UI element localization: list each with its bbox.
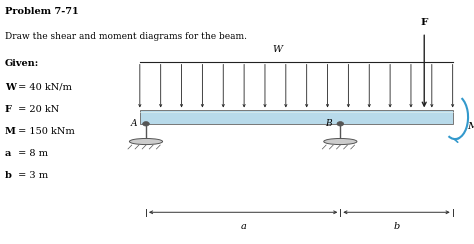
Text: W: W bbox=[273, 45, 283, 54]
Text: A: A bbox=[131, 119, 137, 128]
Text: B: B bbox=[325, 119, 332, 128]
Text: Problem 7-71: Problem 7-71 bbox=[5, 7, 78, 16]
Ellipse shape bbox=[143, 122, 149, 126]
Ellipse shape bbox=[129, 139, 163, 144]
Text: = 150 kNm: = 150 kNm bbox=[15, 127, 75, 136]
Text: Draw the shear and moment diagrams for the beam.: Draw the shear and moment diagrams for t… bbox=[5, 32, 247, 41]
Text: b: b bbox=[5, 171, 12, 180]
Text: b: b bbox=[393, 222, 400, 231]
Ellipse shape bbox=[337, 122, 344, 126]
Text: = 40 kN/m: = 40 kN/m bbox=[15, 83, 72, 92]
Text: F: F bbox=[5, 105, 12, 114]
Bar bbox=[140, 110, 453, 124]
Text: Given:: Given: bbox=[5, 59, 39, 68]
Text: = 3 m: = 3 m bbox=[15, 171, 48, 180]
Text: F: F bbox=[420, 19, 428, 28]
Text: = 8 m: = 8 m bbox=[15, 149, 48, 158]
Text: a: a bbox=[5, 149, 11, 158]
Text: W: W bbox=[5, 83, 16, 92]
Text: a: a bbox=[240, 222, 246, 231]
Text: M: M bbox=[467, 122, 474, 131]
Text: = 20 kN: = 20 kN bbox=[15, 105, 59, 114]
Text: M: M bbox=[5, 127, 16, 136]
Ellipse shape bbox=[324, 139, 357, 144]
